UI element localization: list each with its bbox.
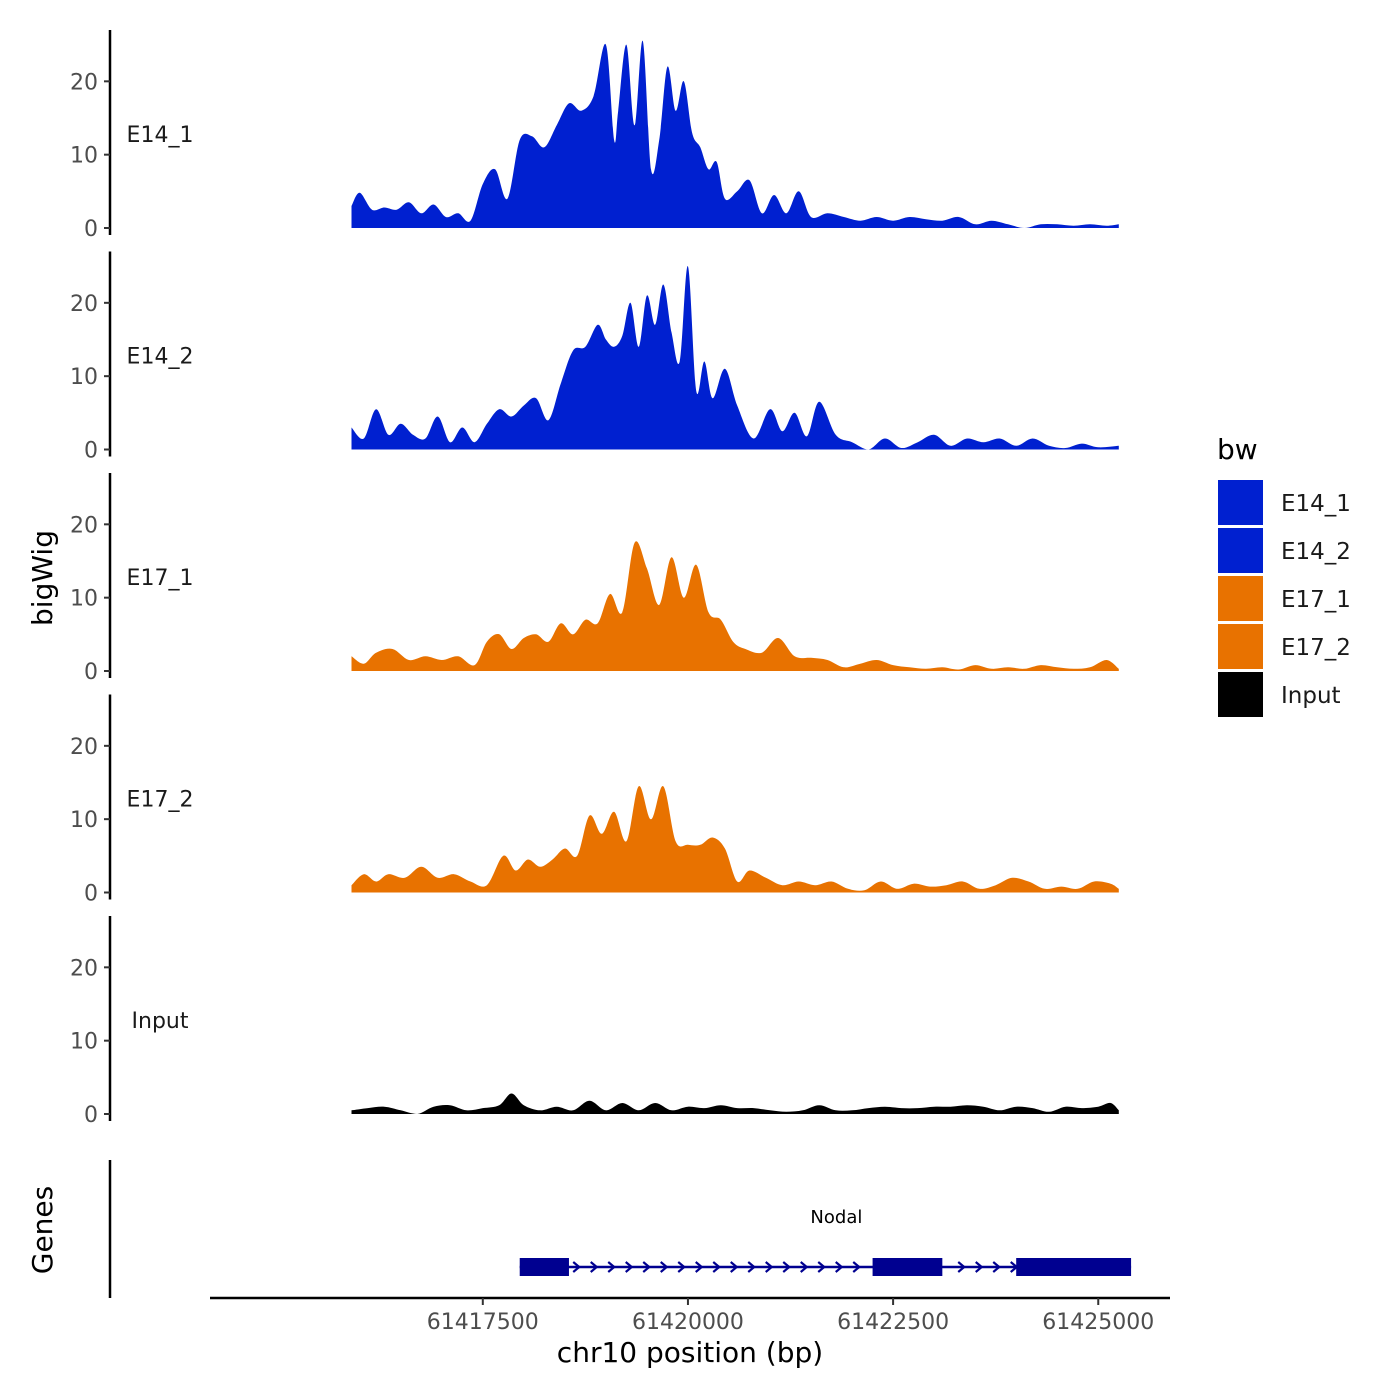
x-axis: 61417500 61420000 61422500 61425000 <box>210 1296 1170 1335</box>
coverage-area-E14_2 <box>351 266 1119 450</box>
y-axis-title: bigWig <box>26 530 59 626</box>
y-tick-label: 20 <box>70 956 98 981</box>
x-axis-title: chr10 position (bp) <box>557 1336 823 1369</box>
track-label: E17_1 <box>127 566 194 591</box>
legend-label: E14_2 <box>1281 539 1351 565</box>
track-label: Input <box>132 1009 189 1034</box>
strand-arrow <box>625 1261 634 1273</box>
y-tick-label: 0 <box>84 439 98 464</box>
strand-arrow <box>730 1261 739 1273</box>
legend-label: E17_2 <box>1281 635 1351 661</box>
strand-arrow <box>607 1261 616 1273</box>
legend-title: bw <box>1217 433 1258 466</box>
track-Input: 0 10 20 Input <box>70 916 1119 1128</box>
track-label: E17_2 <box>127 788 194 813</box>
y-tick-label: 20 <box>70 292 98 317</box>
y-tick-label: 0 <box>84 660 98 685</box>
coverage-area-E17_1 <box>351 541 1119 671</box>
legend-swatch-E17_2 <box>1218 624 1263 669</box>
strand-arrow <box>852 1261 861 1273</box>
strand-arrow <box>765 1261 774 1273</box>
y-tick-label: 10 <box>70 144 98 169</box>
y-tick-label: 0 <box>84 882 98 907</box>
x-tick-label: 61417500 <box>427 1310 539 1335</box>
strand-arrow <box>747 1261 756 1273</box>
y-tick-label: 0 <box>84 217 98 242</box>
legend-swatch-E14_2 <box>1218 528 1263 573</box>
coverage-area-Input <box>351 1093 1119 1114</box>
y-tick-label: 10 <box>70 587 98 612</box>
track-E17_2: 0 10 20 E17_2 <box>70 694 1119 907</box>
strand-arrow <box>992 1261 1001 1273</box>
strand-arrow <box>677 1261 686 1273</box>
strand-arrow <box>590 1261 599 1273</box>
track-label: E14_1 <box>127 123 194 148</box>
strand-arrow <box>975 1261 984 1273</box>
y-tick-label: 20 <box>70 735 98 760</box>
strand-arrow <box>660 1261 669 1273</box>
y-tick-label: 20 <box>70 70 98 95</box>
track-E14_1: 0 10 20 E14_1 <box>70 30 1119 242</box>
x-tick-label: 61425000 <box>1042 1310 1154 1335</box>
legend-label: E14_1 <box>1281 491 1351 517</box>
legend-swatch-Input <box>1218 672 1263 717</box>
y-tick-label: 0 <box>84 1103 98 1128</box>
gene-exon <box>519 1258 569 1276</box>
gene-track-title: Genes <box>26 1186 59 1274</box>
y-tick-label: 10 <box>70 365 98 390</box>
gene-Nodal: Nodal <box>519 1207 1132 1276</box>
strand-arrow <box>642 1261 651 1273</box>
strand-arrow <box>800 1261 809 1273</box>
x-tick-label: 61420000 <box>632 1310 744 1335</box>
legend-label: E17_1 <box>1281 587 1351 613</box>
gene-track: Nodal <box>108 1160 1132 1298</box>
gene-exon <box>872 1258 943 1276</box>
track-E17_1: 0 10 20 E17_1 <box>70 473 1119 685</box>
y-tick-label: 10 <box>70 1030 98 1055</box>
gene-exon <box>1016 1258 1132 1276</box>
strand-arrow <box>817 1261 826 1273</box>
strand-arrow <box>695 1261 704 1273</box>
strand-arrow <box>957 1261 966 1273</box>
legend-swatch-E14_1 <box>1218 480 1263 525</box>
legend-label: Input <box>1281 683 1341 709</box>
coverage-area-E17_2 <box>351 785 1119 893</box>
bigwig-tracks: 0 10 20 E14_1 0 10 20 E14_2 0 10 20 E17_1 0 10 20 E17_2… <box>70 30 1119 1128</box>
strand-arrow <box>782 1261 791 1273</box>
y-tick-label: 10 <box>70 808 98 833</box>
y-tick-label: 20 <box>70 513 98 538</box>
gene-label: Nodal <box>810 1207 862 1228</box>
strand-arrow <box>712 1261 721 1273</box>
legend: bw E14_1 E14_2 E17_1 E17_2 Input <box>1217 433 1351 717</box>
track-E14_2: 0 10 20 E14_2 <box>70 251 1119 464</box>
strand-arrow <box>572 1261 581 1273</box>
legend-swatch-E17_1 <box>1218 576 1263 621</box>
strand-arrow <box>835 1261 844 1273</box>
track-label: E14_2 <box>127 345 194 370</box>
x-tick-label: 61422500 <box>837 1310 949 1335</box>
coverage-area-E14_1 <box>351 40 1119 229</box>
